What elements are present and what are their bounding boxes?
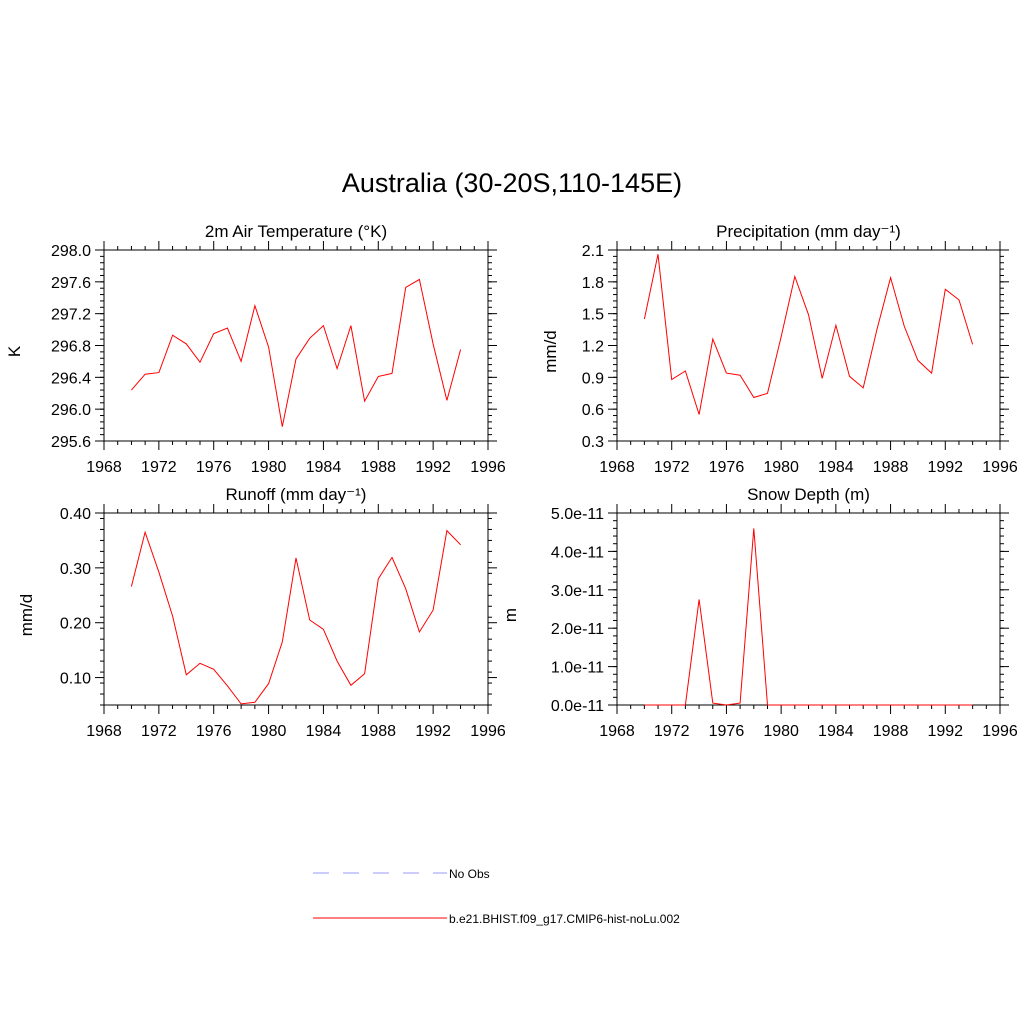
panel-1-ytick-label: 297.2: [51, 307, 91, 324]
panel-4-ylabel: m: [501, 608, 520, 622]
panel-4-xtick-label: 1976: [709, 723, 745, 740]
panel-2-title: Precipitation (mm day⁻¹): [716, 222, 901, 241]
panel-1-xtick-label: 1976: [196, 459, 232, 476]
panel-2-ytick-label: 0.9: [582, 370, 604, 387]
panel-3-xtick-label: 1972: [141, 723, 177, 740]
panel-1-series-line: [131, 278, 462, 427]
panel-1-ytick-label: 297.6: [51, 275, 91, 292]
panel-2-ytick-label: 1.5: [582, 307, 604, 324]
panel-4-xtick-label: 1992: [927, 723, 963, 740]
panel-4-ytick-label: 4.0e-11: [551, 544, 604, 561]
panel-1-plot-frame: [103, 249, 489, 442]
legend-label-2: b.e21.BHIST.f09_g17.CMIP6-hist-noLu.002: [449, 912, 680, 926]
panel-1-ytick-label: 295.6: [51, 434, 91, 451]
panel-3-series-line: [130, 529, 461, 705]
panel-3-ytick-label: 0.30: [60, 561, 91, 578]
panel-2-ytick-label: 0.3: [582, 434, 604, 451]
panel-4-ytick-label: 5.0e-11: [551, 506, 604, 523]
panel-4-xtick-label: 1984: [818, 723, 854, 740]
panel-3-ytick-label: 0.10: [60, 671, 91, 688]
panel-2-plot-frame: [616, 249, 1001, 442]
panel-3-xtick-label: 1992: [415, 723, 451, 740]
panel-4-ytick-label: 3.0e-11: [551, 583, 604, 600]
figure-title: Australia (30-20S,110-145E): [341, 168, 683, 198]
panel-2-xtick-label: 1996: [982, 459, 1018, 476]
panel-3-xtick-label: 1980: [251, 723, 287, 740]
panel-2-ytick-label: 1.8: [582, 275, 604, 292]
panel-2-xtick-label: 1984: [818, 459, 854, 476]
panel-3-xtick-label: 1968: [86, 723, 122, 740]
panel-4-title: Snow Depth (m): [747, 485, 870, 504]
panel-1-xtick-label: 1996: [470, 459, 506, 476]
panel-2-xtick-label: 1988: [873, 459, 909, 476]
panel-2-xtick-label: 1972: [654, 459, 690, 476]
panel-3-ytick-label: 0.20: [60, 616, 91, 633]
panel-4-xtick-label: 1968: [599, 723, 635, 740]
panel-1-xtick-label: 1992: [415, 459, 451, 476]
panel-4-series-line: [644, 528, 973, 706]
panel-2-ytick-label: 2.1: [582, 243, 604, 260]
panel-2-ytick-label: 0.6: [582, 402, 604, 419]
panel-4-ytick-label: 2.0e-11: [551, 621, 604, 638]
panel-2-xtick-label: 1992: [927, 459, 963, 476]
panel-1-xtick-label: 1988: [360, 459, 396, 476]
panel-3-xtick-label: 1996: [470, 723, 506, 740]
panel-3-ytick-label: 0.40: [60, 506, 91, 523]
panel-1-xtick-label: 1968: [86, 459, 122, 476]
panel-1-xtick-label: 1984: [306, 459, 342, 476]
legend-label-1: No Obs: [449, 867, 490, 881]
panel-1-ytick-label: 296.8: [51, 339, 91, 356]
panel-4-plot-frame: [616, 512, 1001, 706]
panel-1-xtick-label: 1972: [141, 459, 177, 476]
panel-2-series-line: [643, 254, 974, 415]
panel-3-ylabel: mm/d: [17, 594, 36, 637]
panel-4-xtick-label: 1996: [982, 723, 1018, 740]
panel-4-ytick-label: 1.0e-11: [551, 660, 604, 677]
panel-1-ylabel: K: [5, 345, 24, 357]
panel-2-xtick-label: 1968: [599, 459, 635, 476]
panel-1-title: 2m Air Temperature (°K): [205, 222, 387, 241]
panel-1-ytick-label: 298.0: [51, 243, 91, 260]
panel-1-xtick-label: 1980: [251, 459, 287, 476]
panel-4-xtick-label: 1972: [654, 723, 690, 740]
panel-2-ylabel: mm/d: [541, 330, 560, 373]
panel-2-xtick-label: 1976: [709, 459, 745, 476]
panel-1-ytick-label: 296.0: [51, 402, 91, 419]
panel-3-title: Runoff (mm day⁻¹): [226, 485, 367, 504]
panel-3-xtick-label: 1988: [360, 723, 396, 740]
panel-4-xtick-label: 1988: [873, 723, 909, 740]
panel-3-xtick-label: 1984: [306, 723, 342, 740]
panel-3-plot-frame: [103, 512, 489, 706]
panel-2-xtick-label: 1980: [763, 459, 799, 476]
panel-4-ytick-label: 0.0e-11: [551, 698, 604, 715]
panel-3-xtick-label: 1976: [196, 723, 232, 740]
panel-2-ytick-label: 1.2: [582, 339, 604, 356]
panel-1-ytick-label: 296.4: [51, 370, 91, 387]
panel-4-xtick-label: 1980: [763, 723, 799, 740]
